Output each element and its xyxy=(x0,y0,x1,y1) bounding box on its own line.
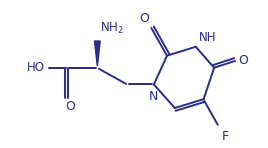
Text: O: O xyxy=(239,54,249,67)
Text: O: O xyxy=(66,100,76,113)
Text: F: F xyxy=(222,130,229,143)
Text: O: O xyxy=(139,12,149,25)
Text: HO: HO xyxy=(27,61,45,74)
Text: NH: NH xyxy=(199,31,217,44)
Polygon shape xyxy=(94,41,100,66)
Text: NH$_2$: NH$_2$ xyxy=(100,21,124,36)
Text: N: N xyxy=(149,90,158,103)
